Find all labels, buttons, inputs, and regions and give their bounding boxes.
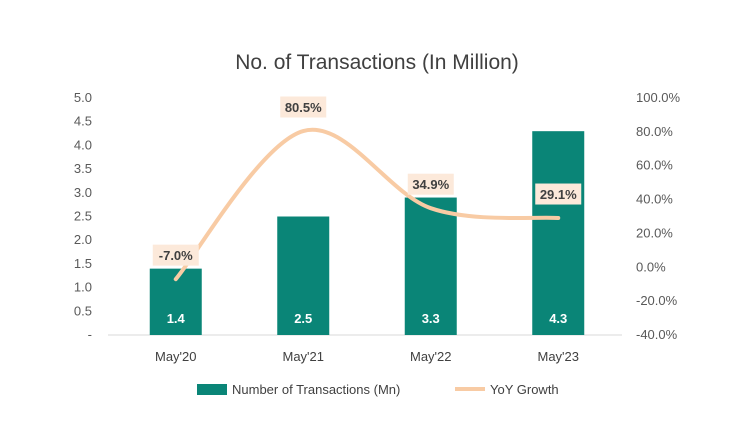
bar-data-label: 4.3 bbox=[549, 311, 567, 326]
left-axis-tick: 3.0 bbox=[74, 185, 92, 200]
right-axis-tick: 0.0% bbox=[636, 259, 666, 274]
left-axis-tick: 2.0 bbox=[74, 232, 92, 247]
left-axis-tick: 3.5 bbox=[74, 161, 92, 176]
line-label-background bbox=[535, 183, 582, 205]
x-axis-tick: May'23 bbox=[537, 349, 579, 364]
bar-series bbox=[149, 131, 585, 335]
left-axis-tick: 0.5 bbox=[74, 303, 92, 318]
bar-data-labels: 1.4 2.5 3.3 4.3 bbox=[167, 311, 568, 326]
right-axis-tick: -40.0% bbox=[636, 327, 678, 342]
line-data-label: -7.0% bbox=[159, 248, 193, 263]
right-axis-tick: 60.0% bbox=[636, 158, 673, 173]
left-axis-tick: 5.0 bbox=[74, 90, 92, 105]
left-axis-ticks: - 0.5 1.0 1.5 2.0 2.5 3.0 3.5 4.0 4.5 5.0 bbox=[74, 90, 92, 342]
legend: Number of Transactions (Mn) YoY Growth bbox=[197, 382, 559, 397]
right-axis-tick: 80.0% bbox=[636, 124, 673, 139]
right-axis-ticks: -40.0% -20.0% 0.0% 20.0% 40.0% 60.0% 80.0% 100.… bbox=[636, 90, 681, 342]
right-axis-tick: -20.0% bbox=[636, 293, 678, 308]
line-label-background bbox=[280, 96, 327, 118]
left-axis-tick: 2.5 bbox=[74, 209, 92, 224]
chart-title: No. of Transactions (In Million) bbox=[235, 51, 519, 74]
line-label-background bbox=[152, 244, 199, 266]
left-axis-tick: 1.0 bbox=[74, 280, 92, 295]
bar bbox=[404, 197, 457, 335]
left-axis-tick: 1.5 bbox=[74, 256, 92, 271]
line-data-label: 29.1% bbox=[540, 187, 577, 202]
right-axis-tick: 20.0% bbox=[636, 225, 673, 240]
line-series bbox=[173, 127, 561, 282]
bar-data-label: 1.4 bbox=[167, 311, 186, 326]
right-axis-tick: 40.0% bbox=[636, 192, 673, 207]
bar-data-label: 3.3 bbox=[422, 311, 440, 326]
bar bbox=[277, 216, 330, 335]
left-axis-tick: - bbox=[88, 327, 92, 342]
x-axis-tick: May'21 bbox=[282, 349, 324, 364]
x-axis-tick: May'22 bbox=[410, 349, 452, 364]
x-axis-tick: May'20 bbox=[155, 349, 197, 364]
legend-label-line: YoY Growth bbox=[490, 382, 559, 397]
right-axis-tick: 100.0% bbox=[636, 90, 681, 105]
line-label-background bbox=[407, 173, 454, 195]
legend-swatch-bar bbox=[197, 384, 227, 395]
bar bbox=[532, 131, 585, 335]
x-axis-ticks: May'20 May'21 May'22 May'23 bbox=[155, 349, 579, 364]
yoy-growth-line bbox=[173, 127, 561, 282]
legend-label-bar: Number of Transactions (Mn) bbox=[232, 382, 400, 397]
line-data-label: 80.5% bbox=[285, 100, 322, 115]
line-data-labels: -7.0% 80.5% 34.9% 29.1% bbox=[152, 96, 582, 266]
bar-data-label: 2.5 bbox=[294, 311, 312, 326]
left-axis-tick: 4.0 bbox=[74, 137, 92, 152]
left-axis-tick: 4.5 bbox=[74, 114, 92, 129]
line-data-label: 34.9% bbox=[412, 177, 449, 192]
